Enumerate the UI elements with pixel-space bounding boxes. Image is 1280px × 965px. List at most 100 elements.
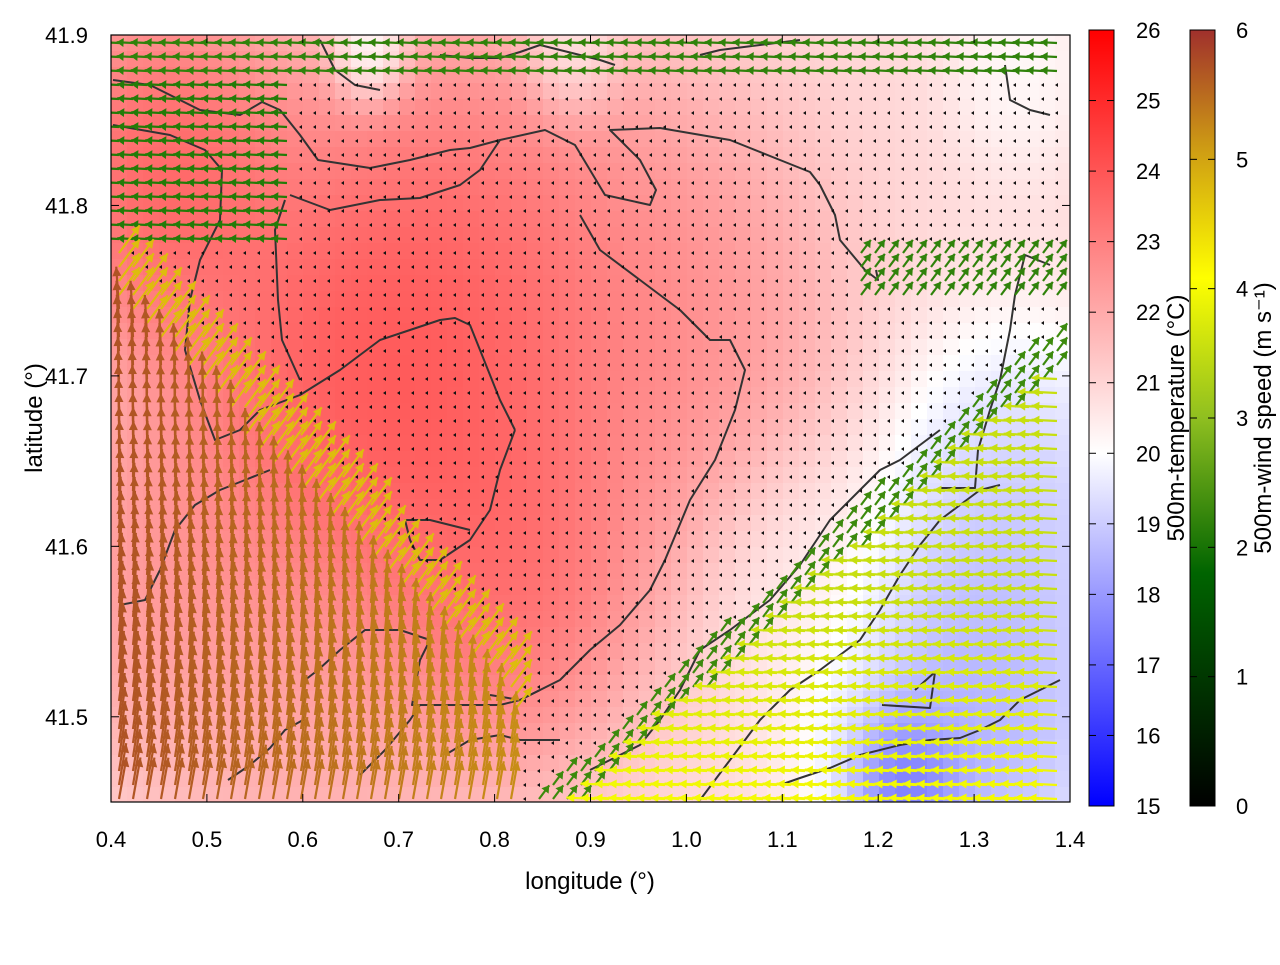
heatmap-cell: [623, 435, 640, 452]
heatmap-cell: [799, 131, 816, 148]
heatmap-cell: [319, 291, 336, 308]
heatmap-cell: [879, 115, 896, 132]
heatmap-cell: [911, 227, 928, 244]
heatmap-cell: [687, 307, 704, 324]
heatmap-cell: [927, 195, 944, 212]
heatmap-cell: [655, 147, 672, 164]
heatmap-cell: [655, 659, 672, 676]
heatmap-cell: [1055, 451, 1070, 468]
heatmap-cell: [303, 163, 320, 180]
heatmap-cell: [543, 547, 560, 564]
heatmap-cell: [543, 195, 560, 212]
heatmap-cell: [159, 163, 176, 180]
heatmap-cell: [687, 403, 704, 420]
heatmap-cell: [895, 51, 912, 68]
heatmap-cell: [959, 339, 976, 356]
heatmap-cell: [287, 243, 304, 260]
heatmap-cell: [943, 339, 960, 356]
heatmap-cell: [1039, 419, 1056, 436]
heatmap-cell: [719, 371, 736, 388]
heatmap-cell: [943, 291, 960, 308]
heatmap-cell: [111, 227, 128, 244]
heatmap-cell: [367, 323, 384, 340]
heatmap-cell: [431, 499, 448, 516]
heatmap-cell: [751, 179, 768, 196]
heatmap-cell: [655, 227, 672, 244]
heatmap-cell: [959, 531, 976, 548]
heatmap-cell: [1007, 51, 1024, 68]
heatmap-cell: [767, 243, 784, 260]
heatmap-cell: [767, 531, 784, 548]
heatmap-cell: [799, 339, 816, 356]
heatmap-cell: [719, 483, 736, 500]
heatmap-cell: [751, 547, 768, 564]
heatmap-cell: [639, 163, 656, 180]
heatmap-cell: [815, 211, 832, 228]
heatmap-cell: [447, 163, 464, 180]
heatmap-cell: [623, 643, 640, 660]
heatmap-cell: [655, 467, 672, 484]
heatmap-cell: [831, 323, 848, 340]
heatmap-cell: [351, 339, 368, 356]
heatmap-cell: [527, 179, 544, 196]
heatmap-cell: [751, 419, 768, 436]
heatmap-cell: [223, 307, 240, 324]
heatmap-cell: [383, 275, 400, 292]
heatmap-cell: [719, 259, 736, 276]
heatmap-cell: [703, 371, 720, 388]
heatmap-cell: [415, 499, 432, 516]
heatmap-cell: [943, 163, 960, 180]
heatmap-cell: [719, 275, 736, 292]
heatmap-cell: [991, 179, 1008, 196]
heatmap-cell: [799, 291, 816, 308]
heatmap-cell: [399, 275, 416, 292]
heatmap-cell: [623, 131, 640, 148]
heatmap-cell: [1039, 195, 1056, 212]
heatmap-cell: [559, 387, 576, 404]
heatmap-cell: [383, 115, 400, 132]
heatmap-cell: [335, 291, 352, 308]
heatmap-cell: [543, 339, 560, 356]
heatmap-cell: [719, 515, 736, 532]
heatmap-cell: [575, 499, 592, 516]
heatmap-cell: [367, 179, 384, 196]
heatmap-cell: [671, 83, 688, 100]
heatmap-cell: [239, 115, 256, 132]
heatmap-cell: [847, 307, 864, 324]
heatmap-cell: [815, 339, 832, 356]
heatmap-cell: [591, 659, 608, 676]
heatmap-cell: [287, 307, 304, 324]
heatmap-cell: [639, 467, 656, 484]
heatmap-cell: [703, 531, 720, 548]
heatmap-cell: [431, 467, 448, 484]
heatmap-cell: [607, 387, 624, 404]
heatmap-cell: [895, 291, 912, 308]
heatmap-cell: [783, 339, 800, 356]
heatmap-cell: [559, 643, 576, 660]
heatmap-cell: [255, 259, 272, 276]
heatmap-cell: [303, 99, 320, 116]
heatmap-cell: [463, 227, 480, 244]
heatmap-cell: [1039, 83, 1056, 100]
heatmap-cell: [847, 419, 864, 436]
heatmap-cell: [623, 243, 640, 260]
heatmap-cell: [223, 163, 240, 180]
heatmap-cell: [607, 371, 624, 388]
heatmap-cell: [575, 227, 592, 244]
heatmap-cell: [783, 531, 800, 548]
heatmap-cell: [815, 275, 832, 292]
heatmap-cell: [527, 339, 544, 356]
heatmap-cell: [527, 771, 544, 788]
heatmap-cell: [303, 339, 320, 356]
heatmap-cell: [911, 339, 928, 356]
heatmap-cell: [239, 323, 256, 340]
heatmap-cell: [511, 483, 528, 500]
heatmap-cell: [1039, 451, 1056, 468]
heatmap-cell: [591, 435, 608, 452]
heatmap-cell: [383, 291, 400, 308]
heatmap-cell: [127, 163, 144, 180]
heatmap-cell: [463, 451, 480, 468]
heatmap-cell: [575, 275, 592, 292]
heatmap-cell: [767, 355, 784, 372]
heatmap-cell: [815, 419, 832, 436]
